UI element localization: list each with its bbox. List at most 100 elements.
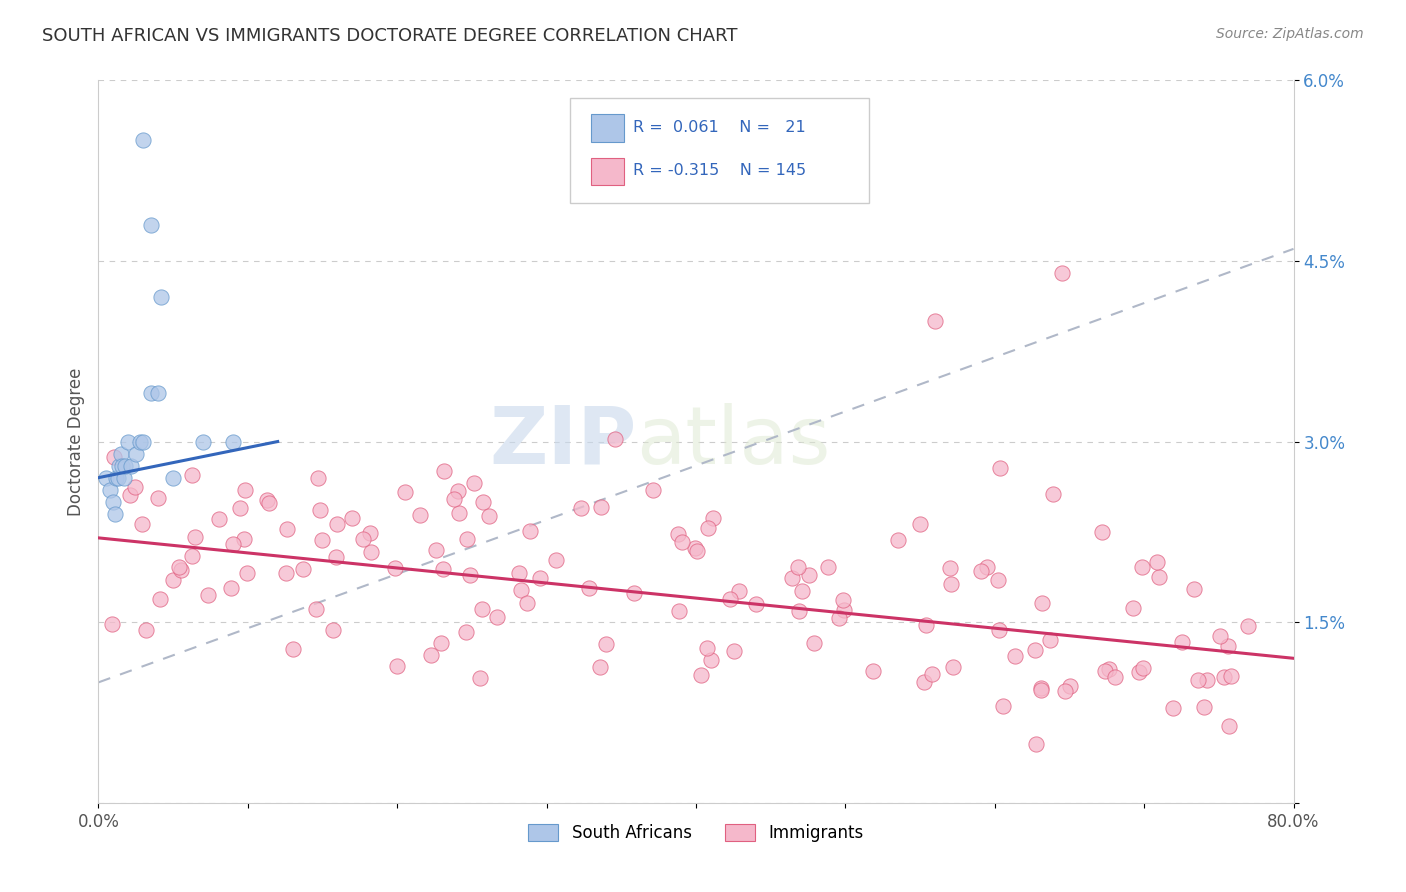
- Point: [425, 543, 447, 558]
- Point: [1209, 629, 1232, 643]
- Point: [697, 521, 720, 535]
- Point: [832, 603, 855, 617]
- Point: [508, 566, 530, 581]
- Point: [162, 470, 184, 484]
- Point: [1194, 700, 1216, 714]
- Point: [1024, 643, 1046, 657]
- Point: [117, 434, 139, 449]
- Point: [94, 470, 117, 484]
- Point: [103, 450, 125, 465]
- Point: [468, 672, 491, 686]
- Point: [1237, 619, 1260, 633]
- Point: [1218, 639, 1240, 653]
- Point: [478, 508, 501, 523]
- Point: [790, 584, 813, 599]
- Point: [409, 508, 432, 522]
- Point: [887, 533, 910, 547]
- Point: [641, 483, 664, 497]
- Point: [1122, 601, 1144, 615]
- Point: [519, 524, 541, 538]
- Point: [162, 574, 184, 588]
- Point: [233, 533, 256, 547]
- Point: [456, 533, 478, 547]
- Point: [236, 566, 259, 580]
- Point: [696, 641, 718, 656]
- Point: [276, 566, 298, 581]
- Point: [924, 314, 946, 328]
- Point: [111, 458, 134, 473]
- Point: [817, 560, 839, 574]
- Point: [1130, 560, 1153, 574]
- Point: [988, 460, 1011, 475]
- Point: [219, 581, 242, 595]
- FancyBboxPatch shape: [571, 98, 869, 203]
- Point: [605, 432, 627, 446]
- Point: [589, 500, 612, 515]
- Text: Source: ZipAtlas.com: Source: ZipAtlas.com: [1216, 27, 1364, 41]
- Point: [908, 516, 931, 531]
- Point: [257, 496, 280, 510]
- Point: [120, 458, 142, 473]
- Point: [787, 560, 810, 574]
- Point: [132, 434, 155, 449]
- Point: [1054, 684, 1077, 698]
- Point: [544, 553, 567, 567]
- Point: [799, 568, 821, 582]
- Point: [384, 561, 406, 575]
- Point: [135, 623, 157, 637]
- Point: [125, 446, 148, 460]
- Point: [921, 666, 943, 681]
- Point: [942, 660, 965, 674]
- Point: [1220, 669, 1243, 683]
- Point: [256, 493, 278, 508]
- Legend: South Africans, Immigrants: South Africans, Immigrants: [522, 817, 870, 848]
- Point: [787, 604, 810, 618]
- Point: [124, 480, 146, 494]
- Point: [1050, 266, 1073, 280]
- Point: [727, 584, 749, 599]
- Point: [98, 483, 122, 497]
- Point: [780, 571, 803, 585]
- Point: [578, 582, 600, 596]
- Point: [803, 635, 825, 649]
- Point: [463, 476, 485, 491]
- Point: [359, 526, 381, 541]
- Point: [454, 625, 477, 640]
- Point: [322, 624, 344, 638]
- Point: [914, 618, 936, 632]
- Point: [1098, 662, 1121, 676]
- Point: [1187, 673, 1209, 687]
- Point: [1094, 664, 1116, 678]
- Point: [690, 667, 713, 681]
- Point: [105, 470, 128, 484]
- Point: [1025, 737, 1047, 751]
- Point: [292, 562, 315, 576]
- Point: [101, 617, 124, 632]
- Point: [1031, 596, 1053, 610]
- Point: [1039, 632, 1062, 647]
- Point: [987, 623, 1010, 637]
- Point: [485, 610, 508, 624]
- Point: [305, 602, 328, 616]
- Point: [139, 218, 162, 232]
- Point: [671, 535, 693, 549]
- Text: ZIP: ZIP: [489, 402, 637, 481]
- Point: [744, 597, 766, 611]
- Point: [447, 483, 470, 498]
- Point: [170, 563, 193, 577]
- Point: [432, 562, 454, 576]
- Point: [433, 464, 456, 478]
- Point: [443, 491, 465, 506]
- Point: [683, 541, 706, 555]
- Point: [828, 611, 851, 625]
- Point: [180, 549, 202, 563]
- Point: [471, 495, 494, 509]
- Point: [447, 506, 470, 520]
- Point: [862, 665, 884, 679]
- Point: [148, 386, 170, 401]
- Point: [229, 501, 252, 516]
- Point: [702, 511, 724, 525]
- Point: [1132, 660, 1154, 674]
- Point: [1128, 665, 1150, 679]
- Point: [131, 517, 153, 532]
